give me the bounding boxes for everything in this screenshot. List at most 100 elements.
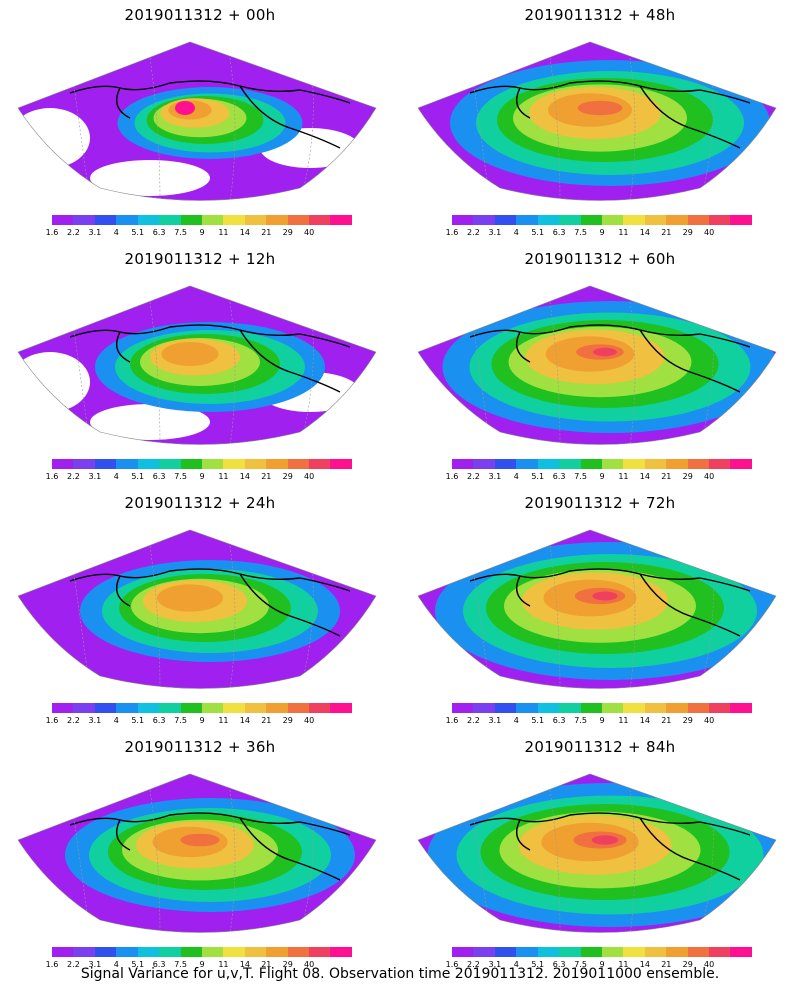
colorbar-labels: 1.6 2.2 3.1 4 5.1 6.3 7.5 9 11 14 21 29 40 (446, 228, 752, 240)
coastline (69, 324, 351, 393)
colorbar-swatch (137, 459, 160, 469)
colorbar-label: 6.3 (152, 472, 166, 481)
colorbar-swatch (537, 703, 560, 713)
colorbar-swatch (516, 703, 538, 713)
colorbar-swatch (473, 459, 495, 469)
colorbar-label: 2.2 (467, 716, 480, 725)
graticule-line (549, 301, 561, 445)
colorbar (52, 459, 352, 469)
colorbar-swatch (687, 947, 710, 957)
panel-title: 2019011312 + 48h (524, 6, 676, 24)
colorbar-swatch (309, 947, 331, 957)
panel-title: 2019011312 + 12h (124, 250, 276, 268)
colorbar-label: 6.3 (552, 472, 566, 481)
colorbar-label: 9 (199, 960, 205, 969)
colorbar-swatch (244, 215, 267, 225)
colorbar-swatch (516, 215, 538, 225)
colorbar-swatch (730, 703, 752, 713)
map-panel: 2019011312 + 12h 1.6 2.2 3.1 4 5.1 6.3 7.5 9 11 14… (10, 244, 390, 488)
map-outline (17, 285, 377, 445)
colorbar-label: 1.6 (45, 228, 59, 237)
colorbar-swatch (180, 215, 202, 225)
colorbar-swatch (73, 215, 95, 225)
variance-contour (175, 101, 195, 115)
colorbar-label: 5.1 (131, 472, 145, 481)
colorbar-swatch (494, 947, 517, 957)
map-panel: 2019011312 + 84h 1.6 2.2 3.1 4 5.1 6.3 7.5 9 11 14… (410, 732, 790, 976)
colorbar-swatch (601, 947, 624, 957)
colorbar-swatch (452, 947, 474, 957)
colorbar-swatch (537, 215, 560, 225)
colorbar-label: 14 (639, 228, 650, 237)
colorbar-swatch (473, 215, 495, 225)
colorbar-swatch (494, 703, 517, 713)
colorbar-label: 5.1 (131, 228, 145, 237)
colorbar-swatch (730, 215, 752, 225)
variance-map (17, 773, 377, 933)
colorbar-swatch (94, 459, 117, 469)
colorbar-label: 6.3 (552, 228, 566, 237)
colorbar-label: 7.5 (574, 472, 587, 481)
colorbar-label: 1.6 (45, 960, 59, 969)
coastline (69, 812, 351, 881)
colorbar-label: 11 (218, 472, 229, 481)
colorbar-swatch (601, 459, 624, 469)
colorbar-swatch (580, 703, 602, 713)
colorbar-swatch (52, 703, 74, 713)
colorbar-label: 11 (218, 960, 229, 969)
colorbar-swatch (223, 215, 245, 225)
colorbar-label: 21 (661, 716, 672, 725)
colorbar-swatch (137, 215, 160, 225)
colorbar-swatch (494, 459, 517, 469)
colorbar-swatch (559, 459, 581, 469)
colorbar-swatch (159, 215, 181, 225)
colorbar-label: 9 (199, 472, 205, 481)
colorbar-swatch (116, 215, 138, 225)
coastline (469, 812, 751, 881)
map-outline (417, 285, 777, 445)
colorbar-label: 7.5 (574, 228, 587, 237)
colorbar-label: 29 (282, 716, 293, 725)
colorbar-labels: 1.6 2.2 3.1 4 5.1 6.3 7.5 9 11 14 21 29 40 (46, 716, 352, 728)
colorbar-swatch (159, 703, 181, 713)
colorbar-swatch (666, 459, 688, 469)
graticule-line (149, 545, 161, 689)
colorbar-swatch (287, 947, 310, 957)
variance-contour (591, 835, 619, 845)
colorbar-label: 29 (282, 472, 293, 481)
panel-title: 2019011312 + 60h (524, 250, 676, 268)
colorbar-labels: 1.6 2.2 3.1 4 5.1 6.3 7.5 9 11 14 21 29 40 (446, 716, 752, 728)
colorbar-swatch (52, 947, 74, 957)
graticule-line (629, 301, 636, 445)
variance-map (417, 285, 777, 445)
colorbar-swatch (94, 947, 117, 957)
colorbar (452, 459, 752, 469)
variance-contour (157, 584, 223, 612)
colorbar-swatch (266, 947, 288, 957)
colorbar-label: 40 (304, 960, 315, 969)
colorbar-swatch (223, 703, 245, 713)
colorbar-label: 21 (261, 716, 272, 725)
colorbar-label: 21 (261, 960, 272, 969)
colorbar-label: 4 (113, 472, 119, 481)
colorbar-label: 3.1 (488, 228, 502, 237)
colorbar-swatch (666, 703, 688, 713)
colorbar-swatch (180, 459, 202, 469)
colorbar-label: 5.1 (131, 960, 145, 969)
colorbar-label: 29 (682, 716, 693, 725)
panel-title: 2019011312 + 36h (124, 738, 276, 756)
colorbar-label: 11 (618, 472, 629, 481)
colorbar-label: 2.2 (67, 716, 80, 725)
colorbar-swatch (644, 459, 667, 469)
colorbar-swatch (330, 703, 352, 713)
colorbar-label: 29 (682, 960, 693, 969)
colorbar-label: 14 (239, 960, 250, 969)
panel-title: 2019011312 + 00h (124, 6, 276, 24)
colorbar-swatch (494, 215, 517, 225)
coastline (69, 80, 351, 149)
panel-title: 2019011312 + 72h (524, 494, 676, 512)
colorbar-swatch (580, 459, 602, 469)
colorbar-label: 29 (682, 228, 693, 237)
colorbar-label: 7.5 (574, 716, 587, 725)
colorbar-swatch (52, 459, 74, 469)
